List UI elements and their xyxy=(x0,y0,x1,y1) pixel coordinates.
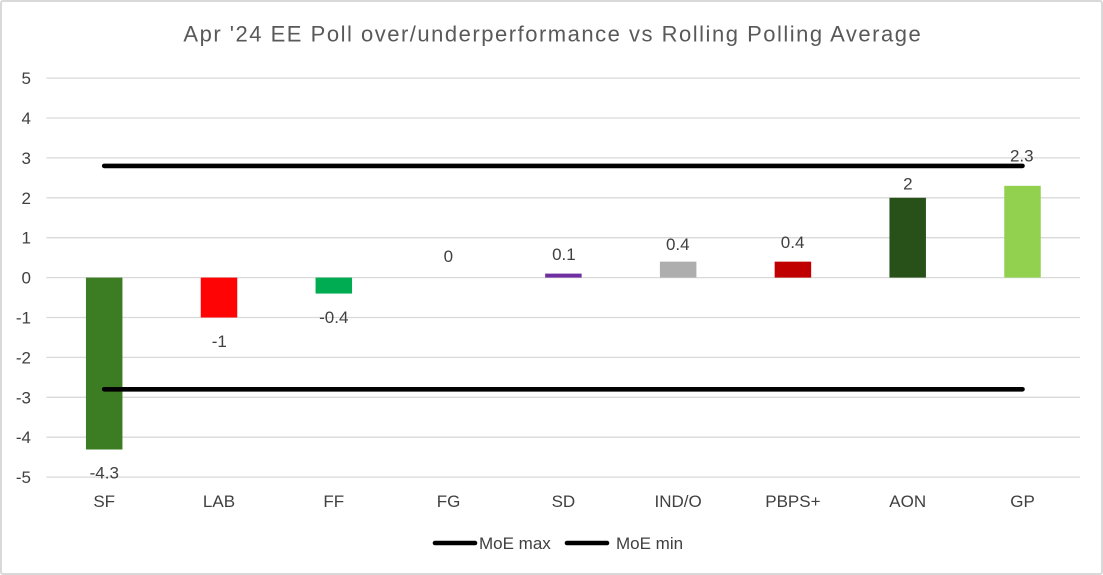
svg-text:5: 5 xyxy=(22,69,31,88)
svg-text:-4: -4 xyxy=(16,428,31,447)
svg-text:Apr '24 EE Poll over/underperf: Apr '24 EE Poll over/underperformance vs… xyxy=(183,21,920,46)
svg-text:2.3: 2.3 xyxy=(1010,146,1034,165)
svg-text:3: 3 xyxy=(22,149,31,168)
svg-text:1: 1 xyxy=(22,229,31,248)
svg-text:-5: -5 xyxy=(16,468,31,487)
svg-text:0: 0 xyxy=(444,247,453,266)
svg-text:AON: AON xyxy=(889,492,926,511)
svg-text:-2: -2 xyxy=(16,348,31,367)
svg-text:IND/O: IND/O xyxy=(654,492,701,511)
svg-text:-1: -1 xyxy=(212,332,227,351)
svg-text:PBPS+: PBPS+ xyxy=(765,492,820,511)
svg-text:LAB: LAB xyxy=(203,492,235,511)
svg-text:-3: -3 xyxy=(16,388,31,407)
svg-text:SF: SF xyxy=(93,492,115,511)
svg-text:MoE max: MoE max xyxy=(479,534,551,553)
svg-text:0: 0 xyxy=(22,269,31,288)
svg-text:4: 4 xyxy=(22,109,31,128)
svg-text:-0.4: -0.4 xyxy=(319,308,348,327)
svg-text:SD: SD xyxy=(552,492,576,511)
svg-text:0.4: 0.4 xyxy=(781,233,805,252)
svg-text:-4.3: -4.3 xyxy=(90,463,119,482)
svg-text:FF: FF xyxy=(323,492,344,511)
svg-text:MoE min: MoE min xyxy=(616,534,683,553)
svg-text:0.1: 0.1 xyxy=(552,245,576,264)
svg-text:2: 2 xyxy=(22,189,31,208)
svg-text:FG: FG xyxy=(437,492,461,511)
svg-text:GP: GP xyxy=(1010,492,1035,511)
svg-text:2: 2 xyxy=(903,175,912,194)
svg-text:-1: -1 xyxy=(16,309,31,328)
svg-text:0.4: 0.4 xyxy=(666,235,690,254)
